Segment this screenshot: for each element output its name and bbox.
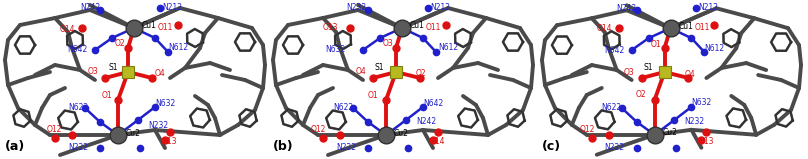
Text: O3: O3 <box>87 68 98 76</box>
Text: O12: O12 <box>47 125 62 135</box>
Text: N222: N222 <box>68 144 88 152</box>
Text: O1: O1 <box>101 90 112 100</box>
Text: N642: N642 <box>604 46 625 55</box>
Text: N642: N642 <box>68 45 88 55</box>
Text: N612: N612 <box>168 44 188 52</box>
Text: Cu2: Cu2 <box>126 128 141 138</box>
Text: N612: N612 <box>438 44 458 52</box>
Text: O13: O13 <box>698 137 714 146</box>
Text: O11: O11 <box>426 23 441 31</box>
Text: N212: N212 <box>698 3 718 12</box>
Text: N612: N612 <box>705 44 725 53</box>
Text: O12: O12 <box>310 125 326 135</box>
Text: Cu1: Cu1 <box>679 22 693 31</box>
Text: O1: O1 <box>651 40 662 49</box>
Text: N212: N212 <box>430 3 450 11</box>
Text: S1: S1 <box>643 62 653 72</box>
Text: (b): (b) <box>273 140 293 153</box>
Text: N642: N642 <box>423 98 444 107</box>
Text: O11: O11 <box>694 23 709 32</box>
Text: O2: O2 <box>636 90 646 99</box>
Text: N632: N632 <box>692 98 712 107</box>
Text: Cu1: Cu1 <box>142 21 157 31</box>
Text: N232: N232 <box>684 117 705 126</box>
Text: N212: N212 <box>162 3 182 11</box>
Text: Cu2: Cu2 <box>663 128 677 137</box>
Text: O14: O14 <box>596 24 612 33</box>
Text: Cu2: Cu2 <box>394 128 409 138</box>
Text: O12: O12 <box>579 125 595 134</box>
Text: N632: N632 <box>326 45 346 55</box>
Text: O1: O1 <box>368 90 378 100</box>
Text: N222: N222 <box>604 143 625 152</box>
Text: S1: S1 <box>374 62 384 72</box>
Text: O13: O13 <box>162 138 178 146</box>
Text: O4: O4 <box>155 69 166 79</box>
Text: N232: N232 <box>346 3 366 11</box>
Text: O2: O2 <box>416 69 427 79</box>
Text: S1: S1 <box>108 62 118 72</box>
Text: O14: O14 <box>430 138 445 146</box>
Text: N242: N242 <box>416 118 436 127</box>
Text: N622: N622 <box>333 104 353 113</box>
Text: Cu1: Cu1 <box>410 21 425 31</box>
Text: N622: N622 <box>68 104 88 113</box>
Text: (a): (a) <box>5 140 25 153</box>
Text: (c): (c) <box>542 140 561 153</box>
Text: N232: N232 <box>148 121 168 129</box>
Text: O14: O14 <box>60 25 75 35</box>
Text: N242: N242 <box>617 4 637 13</box>
Text: O11: O11 <box>158 23 174 31</box>
Text: O4: O4 <box>356 68 366 76</box>
Text: O4: O4 <box>684 69 695 79</box>
Text: N222: N222 <box>336 144 356 152</box>
Text: O2: O2 <box>115 39 125 48</box>
Text: N242: N242 <box>80 3 100 13</box>
Text: O13: O13 <box>322 24 338 32</box>
Text: N622: N622 <box>602 103 621 112</box>
Text: O3: O3 <box>624 68 634 76</box>
Text: N632: N632 <box>155 98 175 107</box>
Text: O3: O3 <box>382 39 393 48</box>
